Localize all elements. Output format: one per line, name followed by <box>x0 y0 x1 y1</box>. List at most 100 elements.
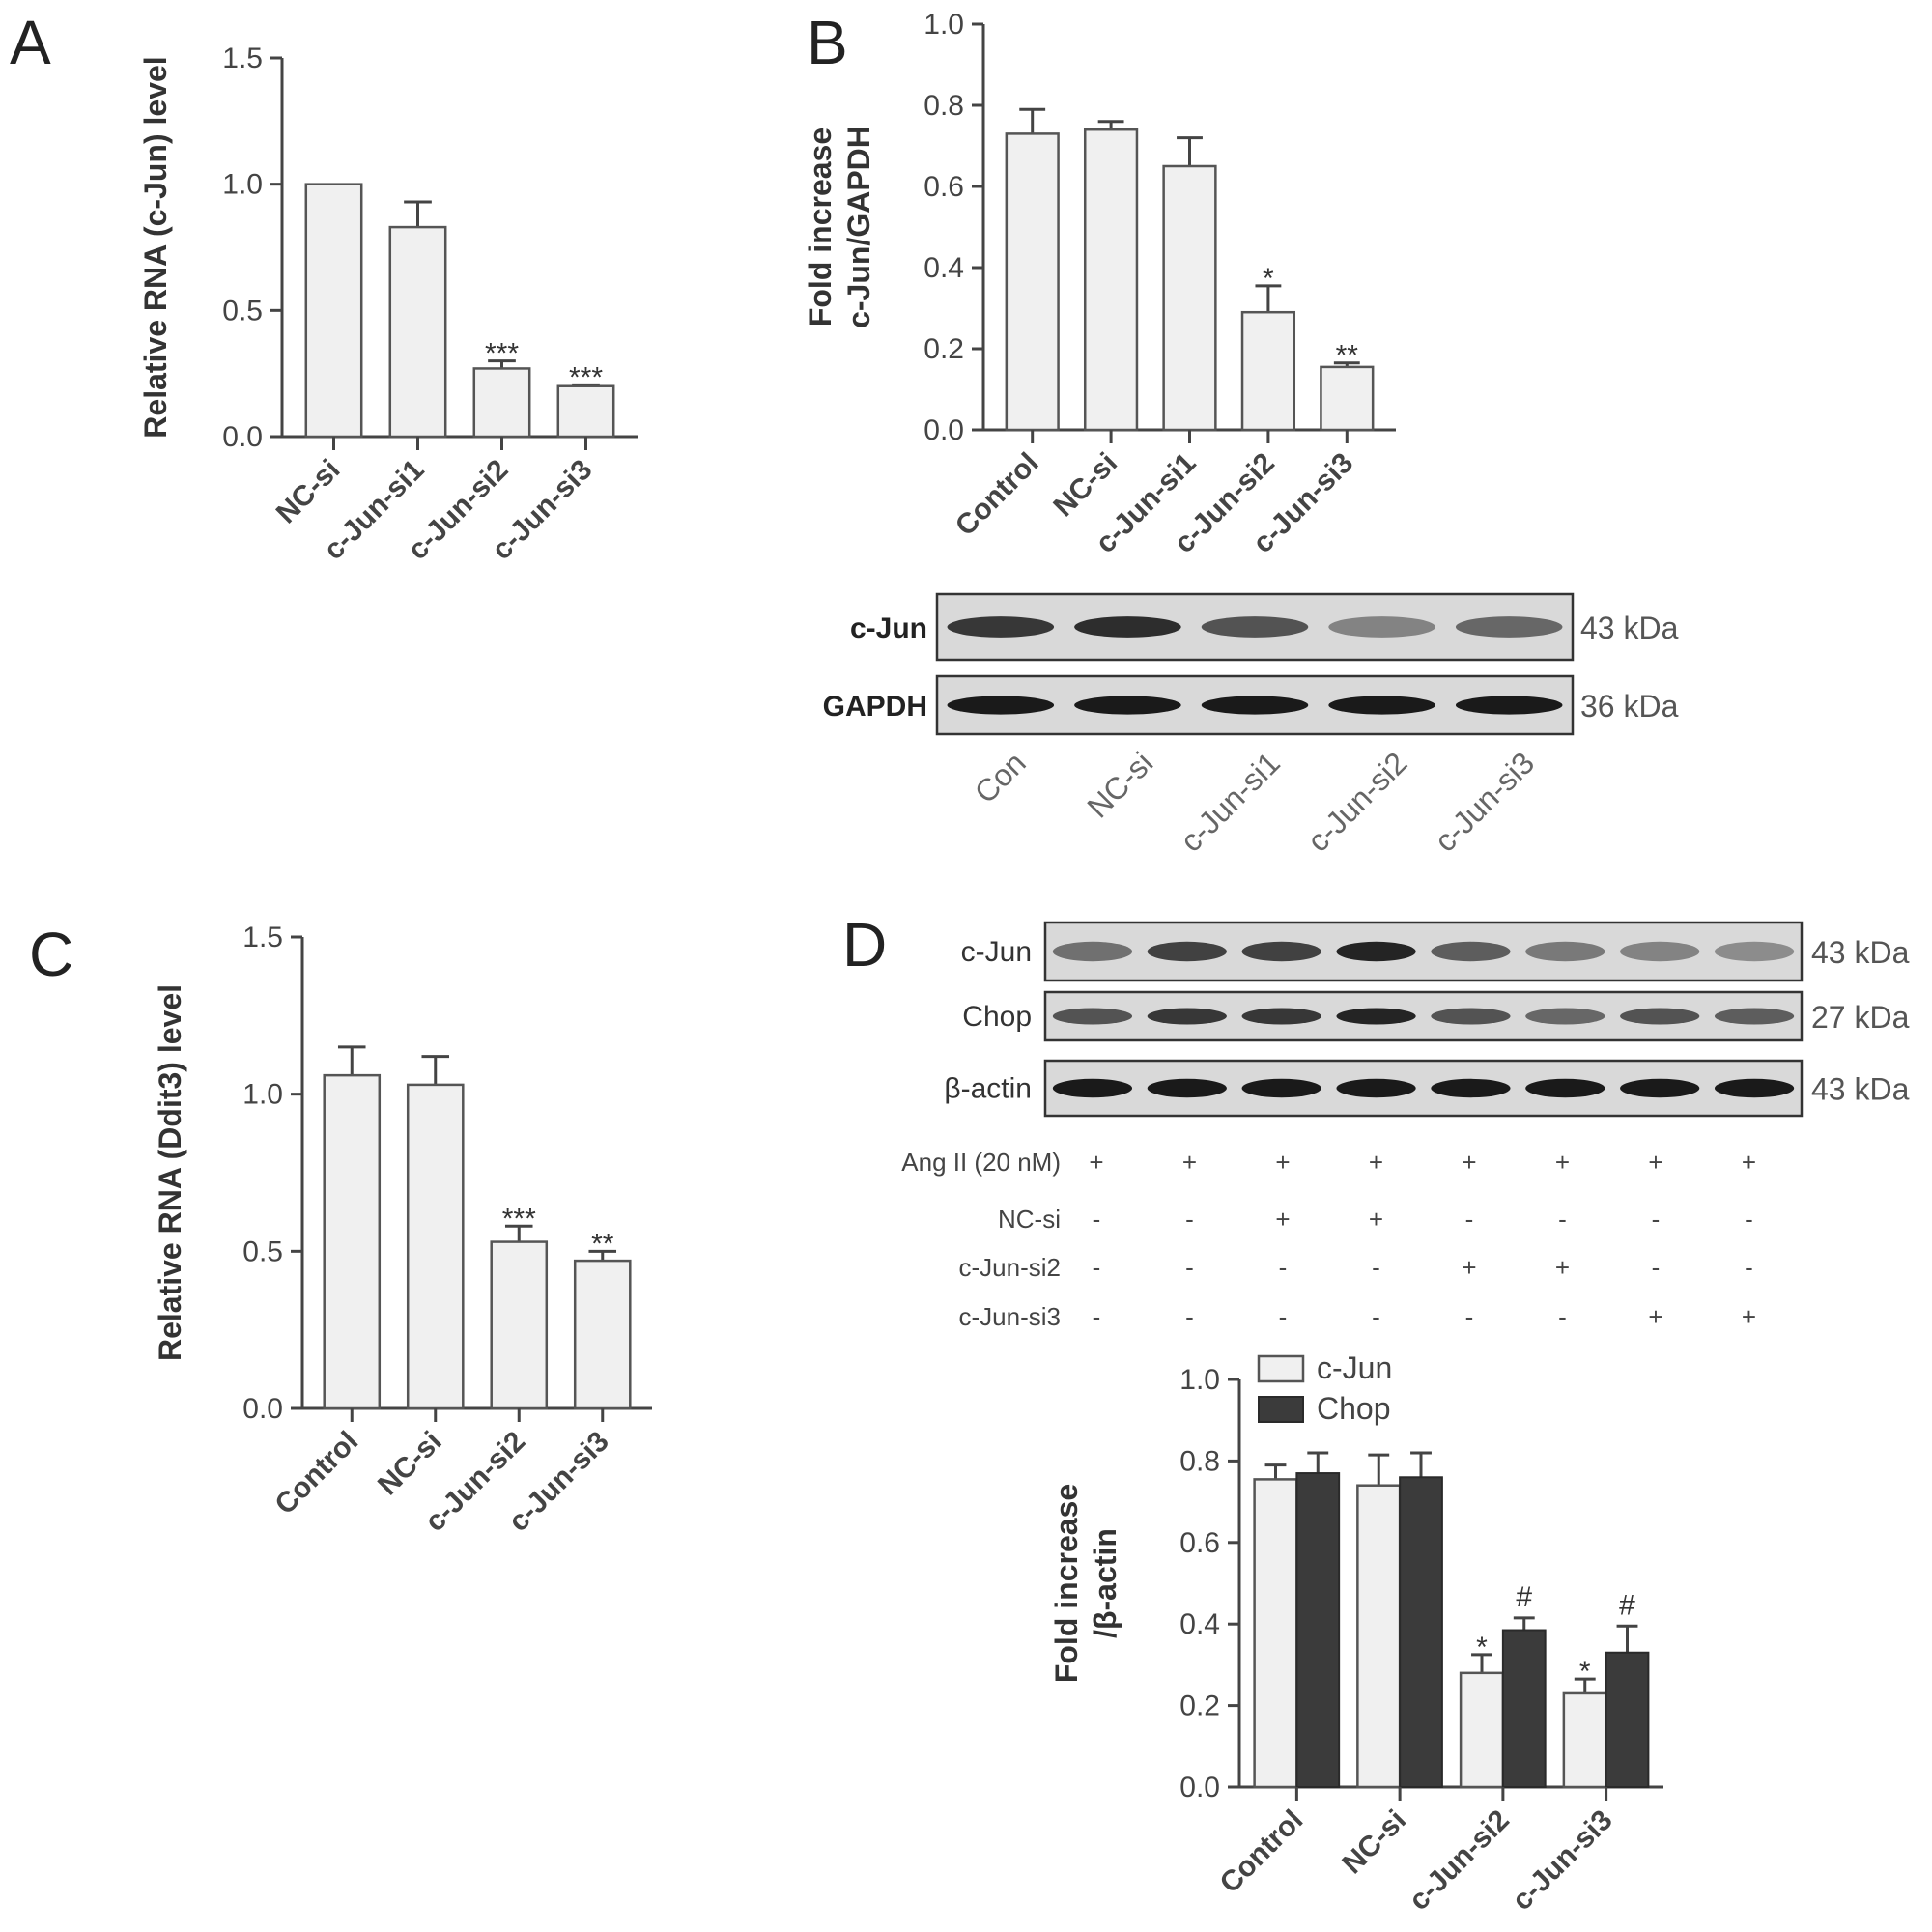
panel-letter-a: A <box>10 8 51 77</box>
significance-mark-b: * <box>1263 263 1274 295</box>
blot-lane-label: Con <box>968 745 1033 810</box>
blot-band <box>1620 941 1700 962</box>
blot-band <box>1074 696 1181 715</box>
blot-band <box>1201 616 1309 638</box>
y-axis-label-a: Relative RNA (c-Jun) level <box>138 56 173 438</box>
condition-mark: + <box>1648 1148 1662 1177</box>
blot-band <box>1336 1008 1416 1025</box>
condition-mark: - <box>1465 1205 1474 1234</box>
condition-mark: + <box>1555 1253 1570 1282</box>
blot-kda-label: 36 kDa <box>1580 689 1679 724</box>
y-tick-label-d: 0.2 <box>1179 1690 1220 1722</box>
blot-row-label: c-Jun <box>961 936 1032 968</box>
bar-d <box>1562 1691 1607 1789</box>
condition-mark: - <box>1558 1302 1567 1331</box>
blot-band <box>1241 1078 1321 1098</box>
bar-d <box>1356 1484 1402 1789</box>
x-tick-label-c: NC-si <box>372 1426 448 1502</box>
y-axis-label-line1-d: Fold increase <box>1049 1484 1084 1683</box>
significance-mark-d: # <box>1516 1581 1532 1613</box>
blot-band <box>1620 1008 1700 1025</box>
y-tick-label-d: 0.4 <box>1179 1608 1220 1640</box>
panel-letter-c: C <box>29 920 73 989</box>
blot-band <box>1714 1078 1795 1098</box>
y-tick-label-a: 1.5 <box>222 43 263 74</box>
legend-swatch-d <box>1258 1396 1304 1423</box>
significance-mark-d: * <box>1579 1656 1591 1688</box>
significance-mark-a: *** <box>485 338 519 370</box>
blot-band <box>947 696 1055 715</box>
bar-b <box>1320 365 1375 432</box>
condition-mark: - <box>1652 1205 1661 1234</box>
chart-c: 0.0 0.5 1.0 1.5 Relative RNA (Ddit3) level Co… <box>153 922 652 1538</box>
y-tick-label-c: 1.5 <box>242 922 283 953</box>
condition-mark: - <box>1372 1302 1380 1331</box>
blot-lane-label: NC-si <box>1080 745 1159 824</box>
blot-kda-label: 43 kDa <box>1811 1072 1910 1107</box>
blot-band <box>1147 1078 1227 1098</box>
y-tick-label-c: 1.0 <box>242 1079 283 1111</box>
bar-c <box>406 1083 465 1410</box>
blot-row-label: Chop <box>962 1001 1032 1033</box>
blot-band <box>1052 941 1133 962</box>
blot-band <box>1147 1008 1227 1025</box>
blot-row-label: GAPDH <box>823 691 927 723</box>
significance-mark-d: # <box>1619 1589 1635 1621</box>
condition-mark: + <box>1742 1302 1756 1331</box>
condition-mark: - <box>1185 1205 1194 1234</box>
blot-band <box>1431 1008 1511 1025</box>
y-tick-label-b: 0.8 <box>923 90 964 122</box>
panel-letter-d: D <box>842 910 887 980</box>
blot-band <box>1328 696 1435 715</box>
condition-mark: + <box>1742 1148 1756 1177</box>
y-axis-label-line1-b: Fold increase <box>803 128 838 327</box>
y-axis-label-line2-b: c-Jun/GAPDH <box>841 126 876 328</box>
condition-mark: + <box>1555 1148 1570 1177</box>
condition-mark: + <box>1369 1148 1383 1177</box>
blot-band <box>1052 1008 1133 1025</box>
significance-mark-b: ** <box>1336 340 1359 372</box>
significance-mark-a: *** <box>569 361 603 393</box>
condition-mark: + <box>1275 1148 1290 1177</box>
y-tick-label-d: 0.8 <box>1179 1445 1220 1477</box>
blot-band <box>947 616 1055 638</box>
blot-band <box>1241 941 1321 962</box>
blot-band <box>1714 1008 1795 1025</box>
condition-mark: - <box>1093 1302 1101 1331</box>
western-blot-d: c-Jun 43 kDa Chop 27 kDa β-actin 43 kDa Ang II… <box>901 921 1910 1331</box>
condition-label: c-Jun-si3 <box>959 1302 1061 1331</box>
blot-kda-label: 43 kDa <box>1580 611 1679 645</box>
bar-c <box>323 1073 382 1410</box>
blot-kda-label: 43 kDa <box>1811 935 1910 970</box>
condition-mark: + <box>1369 1205 1383 1234</box>
y-tick-label-d: 0.6 <box>1179 1527 1220 1559</box>
condition-mark: - <box>1745 1253 1753 1282</box>
x-tick-label-d: c-Jun-si3 <box>1506 1804 1618 1917</box>
x-tick-label-b: Control <box>950 447 1045 543</box>
blot-band <box>1525 1008 1605 1025</box>
blot-band <box>1201 696 1309 715</box>
legend-label-d: c-Jun <box>1317 1350 1392 1385</box>
bar-a <box>556 384 615 439</box>
bar-b <box>1005 132 1060 432</box>
blot-band <box>1052 1078 1133 1098</box>
condition-mark: - <box>1372 1253 1380 1282</box>
condition-mark: + <box>1089 1148 1103 1177</box>
bar-c <box>490 1240 549 1410</box>
y-tick-label-c: 0.5 <box>242 1236 283 1267</box>
blot-band <box>1455 696 1563 715</box>
bar-b <box>1083 128 1139 432</box>
bar-d <box>1399 1476 1443 1789</box>
y-axis-label-line2-d: /β-actin <box>1088 1528 1122 1638</box>
condition-mark: - <box>1093 1253 1101 1282</box>
y-tick-label-a: 0.0 <box>222 421 263 453</box>
condition-mark: - <box>1093 1205 1101 1234</box>
x-tick-label-b: NC-si <box>1047 447 1123 524</box>
condition-mark: + <box>1462 1148 1476 1177</box>
bar-b <box>1162 164 1217 432</box>
y-tick-label-d: 1.0 <box>1179 1364 1220 1396</box>
condition-label: Ang II (20 nM) <box>901 1148 1061 1177</box>
bar-d <box>1605 1651 1650 1788</box>
significance-mark-d: * <box>1476 1632 1488 1663</box>
